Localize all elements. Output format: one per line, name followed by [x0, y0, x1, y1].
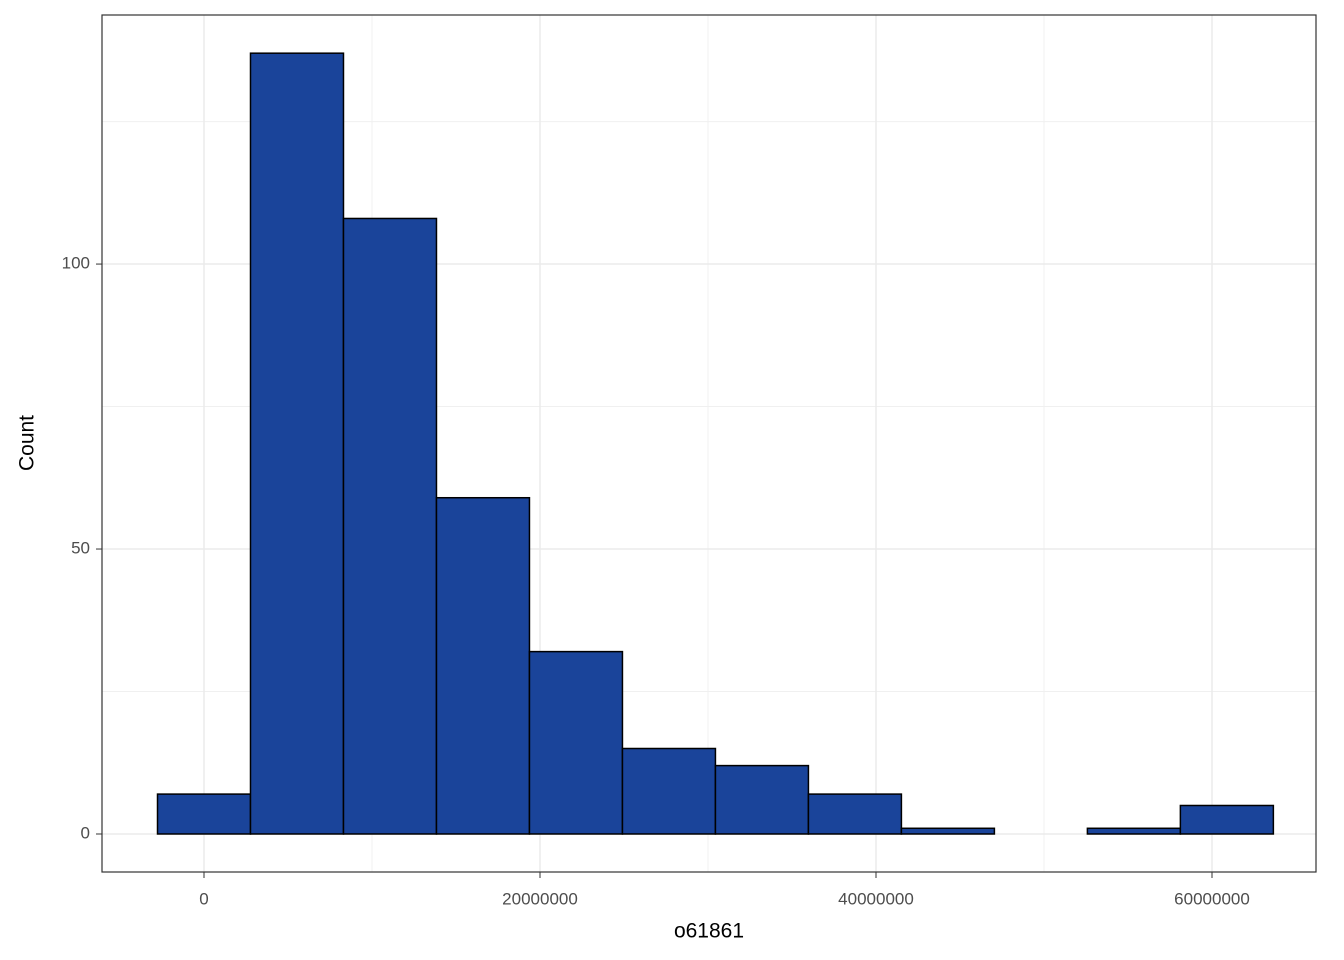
panel-border: [101, 14, 1317, 873]
bar: [249, 52, 345, 835]
bar: [528, 650, 624, 835]
bar: [435, 496, 531, 835]
bar: [714, 764, 810, 835]
y-tick-label: 0: [81, 823, 90, 842]
bar: [342, 217, 438, 835]
bar: [807, 793, 903, 835]
bar: [1179, 804, 1275, 835]
y-axis-label: Count: [16, 415, 39, 471]
bar: [156, 793, 252, 835]
x-tick-label: 60000000: [1174, 889, 1250, 908]
x-tick-label: 40000000: [838, 889, 914, 908]
bar: [1086, 827, 1182, 835]
bar: [621, 747, 717, 835]
y-tick-label: 50: [71, 539, 90, 558]
x-tick-label: 20000000: [502, 889, 578, 908]
bar: [900, 827, 996, 835]
y-tick-label: 100: [62, 254, 90, 273]
x-tick-label: 0: [199, 889, 208, 908]
x-axis-label: o61861: [674, 920, 744, 943]
